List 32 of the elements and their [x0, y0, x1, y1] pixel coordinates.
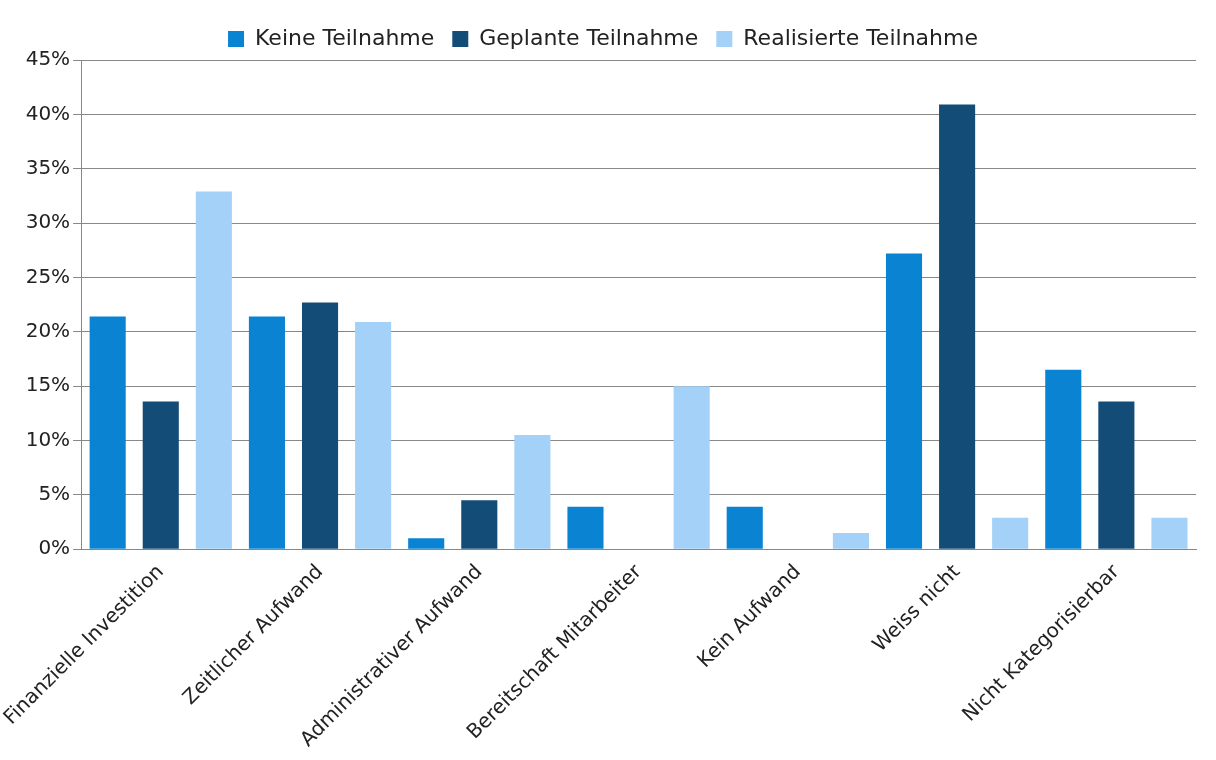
- bar: [832, 532, 869, 549]
- bar: [726, 506, 763, 549]
- legend-label: Geplante Teilnahme: [479, 24, 699, 50]
- y-tick-label: 40%: [25, 100, 71, 125]
- y-tick-label: 0%: [38, 535, 71, 560]
- legend-label: Realisierte Teilnahme: [743, 24, 978, 50]
- bar: [355, 322, 392, 549]
- legend-label: Keine Teilnahme: [255, 24, 435, 50]
- bar: [301, 302, 339, 549]
- bar: [514, 435, 551, 549]
- bar: [1045, 369, 1082, 549]
- bar: [142, 401, 179, 549]
- bar: [461, 500, 498, 549]
- bar: [89, 316, 126, 549]
- bar: [1151, 517, 1188, 549]
- bar: [939, 104, 976, 549]
- y-tick-label: 15%: [25, 372, 71, 397]
- bar: [673, 386, 710, 549]
- y-tick-label: 25%: [25, 263, 71, 288]
- bar: [408, 538, 445, 549]
- bar: [248, 316, 285, 549]
- y-tick-label: 20%: [25, 318, 71, 342]
- y-tick-label: 5%: [38, 481, 71, 506]
- bar: [1098, 401, 1135, 549]
- bar: [195, 191, 232, 549]
- bar: [885, 253, 923, 549]
- bar: [567, 506, 604, 549]
- bar: [992, 517, 1029, 549]
- y-tick-label: 10%: [25, 426, 71, 451]
- y-tick-label: 35%: [25, 154, 71, 179]
- y-tick-label: 30%: [25, 209, 71, 234]
- y-tick-label: 45%: [25, 46, 71, 71]
